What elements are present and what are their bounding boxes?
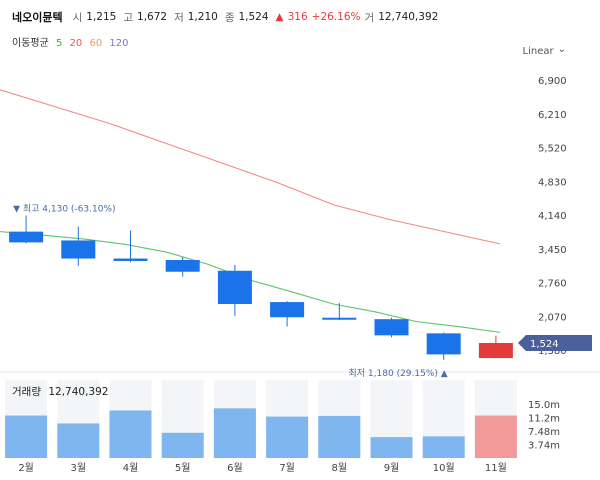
- volume-tick-label: 7.48m: [528, 427, 560, 438]
- y-tick-label: 6,900: [538, 76, 567, 87]
- volume-short-label: 거: [364, 11, 375, 24]
- close-label: 종: [224, 11, 235, 24]
- volume-bars: [5, 380, 517, 458]
- volume-tick-label: 3.74m: [528, 441, 560, 452]
- volume-bar: [318, 415, 361, 458]
- high-annotation: ▼ 최고 4,130 (-63.10%): [13, 203, 115, 214]
- high-value: 1,672: [137, 11, 168, 23]
- volume-bar: [5, 415, 48, 458]
- volume-bar: [422, 436, 465, 458]
- volume-tick-label: 15.0m: [528, 400, 560, 411]
- x-tick-label: 2월: [18, 462, 34, 474]
- volume-title: 거래량 12,740,392: [12, 384, 108, 399]
- ma20-line: [0, 89, 501, 245]
- change-value: 316: [287, 11, 308, 23]
- candle-body: [322, 317, 357, 320]
- y-tick-label: 2,760: [538, 279, 567, 290]
- low-annotation: 최저 1,180 (29.15%) ▲: [349, 368, 448, 379]
- close-value: 1,524: [238, 11, 269, 23]
- change-percent: +26.16%: [311, 11, 361, 23]
- axes: 6,900 6,210 5,520 4,830 4,140 3,450 2,760 2,070…: [18, 76, 592, 474]
- stock-name: 네오이뮨텍: [12, 11, 63, 24]
- candle-body: [9, 231, 44, 243]
- ma-5: 5: [56, 38, 63, 49]
- volume-bar: [370, 437, 413, 458]
- high-label: 고: [123, 11, 134, 24]
- x-tick-label: 7월: [279, 462, 295, 474]
- x-tick-label: 3월: [71, 462, 87, 474]
- volume-tick-label: 11.2m: [528, 414, 560, 425]
- candle-body: [426, 333, 461, 355]
- change-up-icon: ▲: [275, 11, 284, 23]
- ma-20: 20: [69, 38, 83, 49]
- x-tick-label: 5월: [175, 462, 191, 474]
- current-price-badge: [518, 334, 592, 351]
- candle-body: [478, 342, 513, 359]
- moving-average-legend[interactable]: 이동평균 5 20 60 120: [12, 34, 133, 49]
- candle-body: [165, 260, 200, 272]
- y-tick-label: 4,140: [538, 211, 567, 222]
- candle-body: [113, 258, 148, 261]
- x-tick-label: 8월: [332, 462, 348, 474]
- volume-title-value: 12,740,392: [48, 386, 109, 398]
- y-tick-label: 1,380: [538, 346, 567, 357]
- ma-label: 이동평균: [12, 38, 49, 49]
- low-label: 저: [174, 11, 184, 24]
- volume-title-label: 거래량: [12, 386, 41, 398]
- volume-bar: [213, 408, 256, 458]
- volume-short-value: 12,740,392: [378, 11, 439, 23]
- ma-120: 120: [109, 38, 129, 49]
- ma-60: 60: [89, 38, 103, 49]
- candle-body: [61, 240, 96, 259]
- candle-body: [270, 302, 305, 318]
- candles: [9, 215, 513, 360]
- scale-mode-dropdown[interactable]: Linear: [523, 46, 566, 57]
- current-price-label: 1,524: [530, 339, 559, 350]
- volume-bar: [266, 416, 309, 458]
- x-tick-label: 4월: [123, 462, 139, 474]
- y-tick-label: 6,210: [538, 110, 567, 121]
- y-tick-label: 5,520: [538, 144, 567, 155]
- candle-body: [217, 270, 252, 305]
- x-tick-label: 10월: [433, 462, 455, 474]
- x-tick-label: 9월: [384, 462, 400, 474]
- candle-body: [374, 319, 409, 336]
- low-value: 1,210: [187, 11, 218, 23]
- volume-bar: [161, 432, 204, 458]
- volume-bar: [474, 415, 517, 458]
- open-label: 시: [72, 11, 83, 24]
- price-summary: 네오이뮨텍 시 1,215 고 1,672 저 1,210 종 1,524 ▲ …: [12, 8, 441, 26]
- x-tick-label: 11월: [485, 462, 507, 474]
- annotations: ▼ 최고 4,130 (-63.10%) 최저 1,180 (29.15%) ▲: [13, 203, 448, 378]
- open-value: 1,215: [86, 11, 117, 23]
- volume-bar: [109, 410, 152, 458]
- y-tick-label: 2,070: [538, 312, 567, 323]
- volume-bar: [57, 423, 100, 458]
- y-tick-label: 3,450: [538, 245, 567, 256]
- y-tick-label: 4,830: [538, 177, 567, 188]
- x-tick-label: 6월: [227, 462, 243, 474]
